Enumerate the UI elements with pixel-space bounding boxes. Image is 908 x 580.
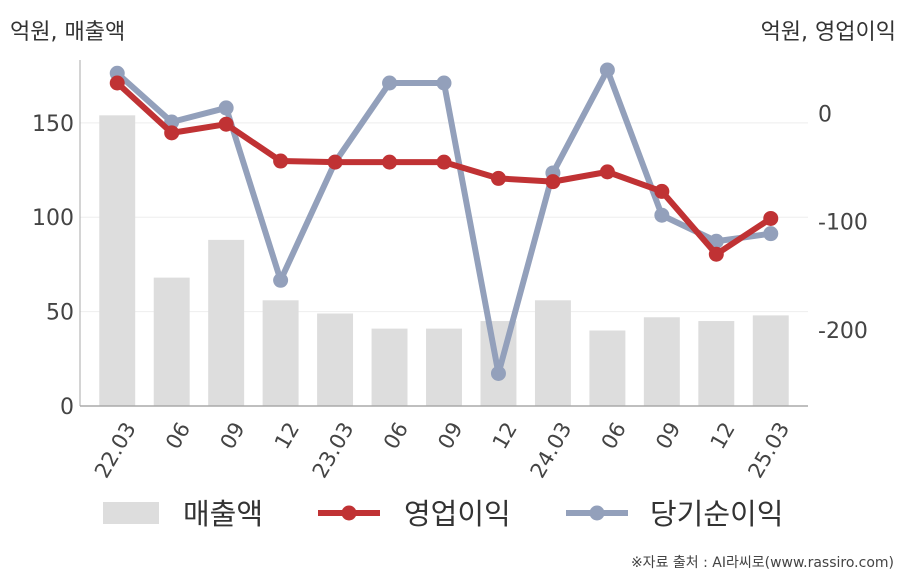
net-income-point xyxy=(436,75,452,91)
revenue-bar xyxy=(643,317,680,406)
x-tick-label: 25.03 xyxy=(743,418,794,482)
right-axis-unit: 억원, 영업이익 xyxy=(760,20,896,45)
operating-income-point xyxy=(545,174,561,190)
revenue-bar xyxy=(534,300,571,406)
legend-swatch-revenue xyxy=(103,502,159,524)
legend-label-net: 당기순이익 xyxy=(650,497,783,531)
revenue-bar xyxy=(426,328,462,406)
legend-swatch-operating-dot xyxy=(341,505,357,521)
x-tick-label: 12 xyxy=(488,418,522,453)
operating-income-point xyxy=(708,246,724,262)
x-tick-label: 09 xyxy=(215,418,249,453)
operating-income-point xyxy=(436,154,452,170)
y-left-tick-label: 150 xyxy=(32,112,74,137)
revenue-bar xyxy=(208,239,245,406)
net-income-point xyxy=(490,365,506,381)
x-tick-label: 12 xyxy=(270,418,304,453)
net-income-point xyxy=(382,75,398,91)
x-tick-label: 22.03 xyxy=(90,418,141,482)
net-income-point xyxy=(273,272,289,288)
revenue-bar xyxy=(99,115,136,406)
x-tick-label: 09 xyxy=(433,418,467,453)
profit-lines xyxy=(109,62,779,381)
y-right-tick-label: -200 xyxy=(818,319,868,344)
x-tick-label: 09 xyxy=(651,418,685,453)
revenue-bar xyxy=(317,313,354,406)
x-tick-label: 06 xyxy=(379,418,413,453)
net-income-point xyxy=(654,207,670,223)
x-tick-label: 06 xyxy=(161,418,195,453)
revenue-bar xyxy=(153,277,190,406)
net-income-point xyxy=(599,62,615,78)
net-income-point xyxy=(218,100,234,116)
y-left-tick-label: 50 xyxy=(46,301,74,326)
operating-income-point xyxy=(273,153,289,169)
revenue-bar xyxy=(371,328,408,406)
operating-income-point xyxy=(382,154,398,170)
operating-income-point xyxy=(218,116,234,132)
x-tick-label: 24.03 xyxy=(526,418,577,482)
revenue-bar xyxy=(752,315,789,406)
operating-income-point xyxy=(327,154,343,170)
revenue-bar xyxy=(698,321,735,406)
operating-income-point xyxy=(164,125,180,141)
left-axis-unit: 억원, 매출액 xyxy=(10,20,126,45)
source-note: ※자료 출처 : AI라씨로(www.rassiro.com) xyxy=(630,555,894,571)
operating-income-point xyxy=(490,170,506,186)
y-right-tick-label: 0 xyxy=(818,102,832,127)
operating-income-point xyxy=(654,183,670,199)
x-tick-label: 06 xyxy=(597,418,631,453)
operating-income-point xyxy=(763,210,779,226)
legend-label-operating: 영업이익 xyxy=(404,497,511,531)
operating-income-point xyxy=(599,164,615,180)
legend: 매출액 영업이익 당기순이익 xyxy=(103,497,783,531)
legend-label-revenue: 매출액 xyxy=(183,497,263,531)
legend-swatch-net-dot xyxy=(589,505,605,521)
net-income-point xyxy=(708,233,724,249)
y-left-tick-label: 0 xyxy=(60,395,74,420)
revenue-bar xyxy=(262,300,299,406)
x-tick-label: 23.03 xyxy=(308,418,359,482)
operating-income-point xyxy=(109,75,125,91)
y-left-tick-label: 100 xyxy=(32,206,74,231)
revenue-bars xyxy=(99,115,789,406)
revenue-bar xyxy=(589,330,626,406)
x-tick-label: 12 xyxy=(706,418,740,453)
net-income-point xyxy=(763,226,779,242)
y-right-tick-label: -100 xyxy=(818,211,868,236)
